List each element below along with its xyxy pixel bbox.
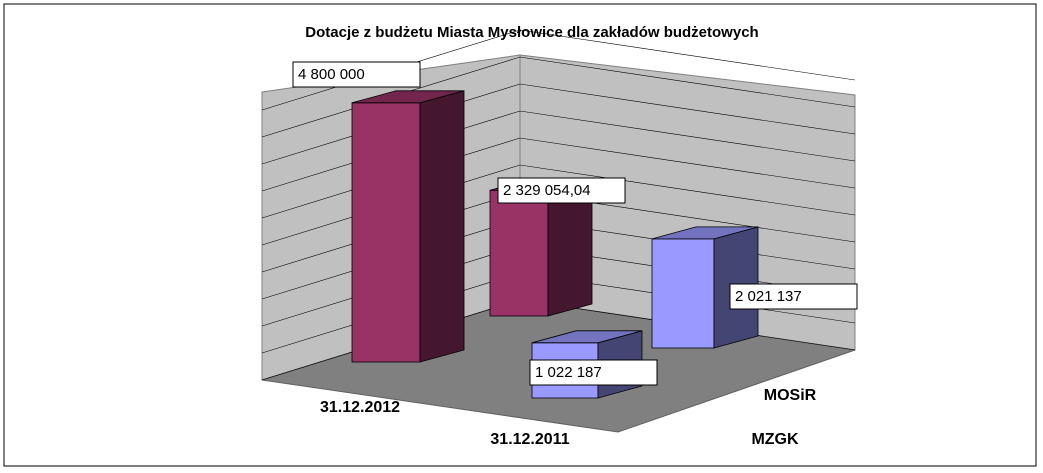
bar-front xyxy=(651,238,715,349)
category-label: 31.12.2011 xyxy=(490,431,569,448)
bar-top xyxy=(651,226,759,240)
data-label: 4 800 000 xyxy=(298,66,365,83)
data-label-box xyxy=(292,61,421,88)
bar xyxy=(489,177,593,317)
bar-side xyxy=(419,90,465,363)
bar-top xyxy=(531,330,643,344)
series-label: MOSiR xyxy=(764,387,817,404)
bar xyxy=(651,226,759,349)
category-label: 31.12.2012 xyxy=(320,399,400,416)
chart-title: Dotacje z budżetu Miasta Mysłowice dla z… xyxy=(305,24,758,41)
data-label: 2 021 137 xyxy=(735,288,802,305)
data-label: 2 329 054,04 xyxy=(503,182,591,199)
grid-line xyxy=(261,110,856,192)
data-label-box xyxy=(529,359,658,386)
series-label: MZGK xyxy=(751,431,799,448)
bar-front xyxy=(489,189,549,317)
bar-front xyxy=(351,102,421,363)
grid-line xyxy=(261,56,856,138)
data-label-box xyxy=(729,283,858,310)
bar-top xyxy=(351,90,465,104)
grid-line xyxy=(261,164,856,246)
grid-line xyxy=(261,137,856,219)
grid-line xyxy=(261,83,856,165)
bar xyxy=(351,90,465,363)
data-label: 1 022 187 xyxy=(535,364,602,381)
data-label-box xyxy=(497,177,626,204)
